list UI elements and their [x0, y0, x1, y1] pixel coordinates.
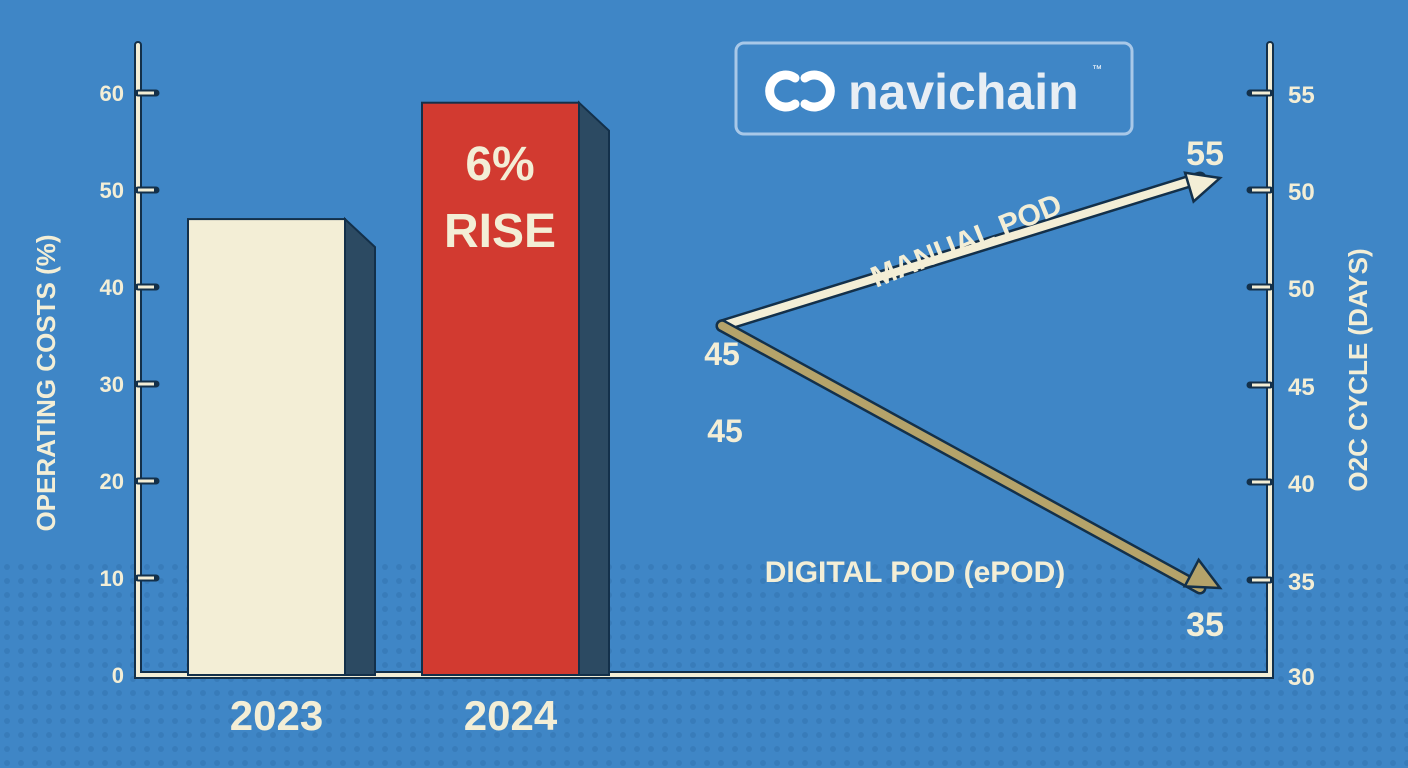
axis-lines	[136, 43, 1272, 677]
right-tick-label: 45	[1288, 374, 1315, 401]
right-tick-label: 30	[1288, 664, 1315, 691]
left-tick-label: 40	[100, 275, 124, 300]
end-label: 55	[1186, 135, 1224, 173]
left-tick-label: 10	[100, 566, 124, 591]
right-axis-title: O2C CYCLE (DAYS)	[1343, 248, 1373, 491]
left-tick-label: 30	[100, 372, 124, 397]
arrowhead	[1183, 171, 1223, 204]
right-tick-label: 40	[1288, 471, 1315, 498]
start-label: 45	[704, 336, 740, 372]
right-tick-label: 55	[1288, 82, 1315, 109]
annotation-line1: 6%	[465, 138, 534, 191]
bar-side	[578, 100, 610, 676]
bar	[187, 218, 346, 676]
right-tick-label: 50	[1288, 276, 1315, 303]
left-tick-label: 60	[100, 81, 124, 106]
logo-trademark: ™	[1092, 64, 1102, 75]
x-tick-label: 2023	[230, 692, 323, 739]
start-label: 45	[707, 413, 743, 449]
end-label: 35	[1186, 606, 1224, 644]
left-axis-title: OPERATING COSTS (%)	[31, 234, 61, 531]
bar	[421, 101, 580, 676]
left-tick-label: 0	[112, 663, 124, 688]
right-tick-label: 35	[1288, 569, 1315, 596]
series-line	[718, 321, 1204, 592]
series-label: DIGITAL POD (ePOD)	[765, 556, 1066, 589]
x-tick-label: 2024	[464, 692, 558, 739]
navichain-logo: navichain ™	[734, 41, 1134, 136]
arrowhead	[1182, 557, 1223, 590]
left-tick-label: 20	[100, 469, 124, 494]
annotation-line2: RISE	[444, 205, 556, 258]
logo-text: navichain	[848, 64, 1079, 120]
series-digital-pod: 45 35 DIGITAL POD (ePOD)	[707, 319, 1224, 644]
series-line	[718, 174, 1204, 330]
bar-side	[344, 216, 376, 676]
bar-2023: 2023	[187, 216, 376, 739]
left-tick-label: 50	[100, 178, 124, 203]
right-tick-label: 50	[1288, 179, 1315, 206]
chain-link-icon	[765, 70, 835, 112]
bar-2024: 2024	[421, 100, 610, 739]
